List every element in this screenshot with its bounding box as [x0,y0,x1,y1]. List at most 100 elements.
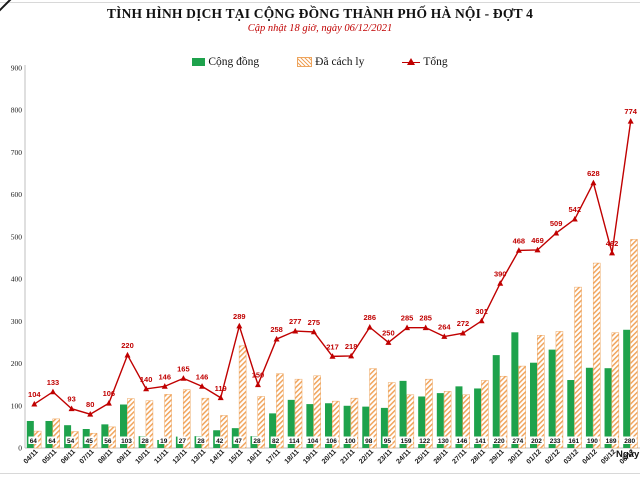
tong-value-label: 104 [28,390,41,399]
x-tick-label: 07/11 [79,448,96,465]
tong-value-label: 628 [587,169,600,178]
x-tick-label: 23/11 [377,448,394,465]
base-label-bg [177,436,188,444]
tong-value-label: 301 [475,307,488,316]
bar-da-cach-ly [238,345,247,449]
cong-dong-value-label: 114 [289,438,300,445]
orange-hatch-swatch-icon [297,57,313,67]
base-label-bg [196,436,206,444]
x-tick-label: 10/11 [134,448,151,465]
tong-value-label: 774 [624,107,637,116]
base-label-bg [455,436,469,444]
triangle-marker [422,324,429,331]
x-tick-label: 17/11 [265,448,282,465]
triangle-marker [590,179,597,186]
bar-cong-dong [306,404,314,448]
x-tick-label: 22/11 [358,448,375,465]
x-tick-label: 15/11 [228,448,245,465]
legend-label: Đã cách ly [315,56,365,68]
cong-dong-value-label: 98 [365,438,373,445]
tong-value-label: 140 [140,375,153,384]
bar-da-cach-ly [332,400,340,449]
base-label-bg [306,436,320,444]
bar-da-cach-ly [220,415,228,449]
bar-da-cach-ly [313,375,321,449]
bar-cong-dong [362,406,370,448]
x-tick-label: 06/11 [60,448,77,465]
bar-da-cach-ly [201,397,210,449]
triangle-marker [310,328,317,335]
x-tick-label: 19/11 [302,448,319,465]
bar-cong-dong [120,404,127,448]
tong-value-label: 285 [401,314,414,323]
bar-cong-dong [399,380,407,448]
bar-da-cach-ly [164,394,172,449]
cong-dong-value-label: 95 [384,438,392,445]
green-bar-swatch-icon [192,58,206,66]
bar-da-cach-ly [127,398,135,449]
tong-value-label: 133 [47,378,60,387]
bottom-border-line [0,473,640,474]
triangle-marker [441,333,448,339]
bar-da-cach-ly [574,286,582,449]
base-label-bg [102,436,113,444]
bar-da-cach-ly [257,396,266,449]
triangle-marker [217,394,224,401]
tong-value-label: 106 [103,389,116,398]
bar-cong-dong [380,407,388,448]
bar-cong-dong [436,393,444,448]
bar-da-cach-ly [369,368,377,449]
base-label-bg [65,436,76,444]
triangle-marker [329,353,336,359]
y-tick-label: 0 [18,444,22,453]
bar-da-cach-ly [387,382,396,449]
chart-legend: Cộng đồng Đã cách ly Tổng [0,56,640,68]
x-tick-label: 27/11 [451,448,468,465]
triangle-marker [105,400,112,406]
tong-value-label: 146 [159,372,172,381]
triangle-marker [292,327,299,334]
cong-dong-value-label: 161 [568,438,579,445]
bar-da-cach-ly [52,418,61,449]
bar-cong-dong [530,362,537,448]
triangle-marker [180,375,187,381]
bar-da-cach-ly [555,331,564,449]
cong-dong-value-label: 106 [326,438,337,445]
cong-dong-value-label: 104 [307,438,318,445]
cong-dong-value-label: 47 [235,438,243,445]
bar-cong-dong [325,403,332,448]
base-label-bg [363,436,374,444]
bar-da-cach-ly [481,380,489,449]
base-label-bg [511,436,525,444]
cong-dong-value-label: 103 [121,438,132,445]
bar-da-cach-ly [145,400,154,449]
tong-value-label: 275 [308,318,321,327]
cong-dong-value-label: 220 [494,438,505,445]
triangle-marker [49,388,56,395]
base-label-bg [566,436,581,444]
base-label-bg [604,436,618,444]
tong-value-label: 277 [289,317,302,326]
bar-cong-dong [623,329,631,448]
tong-value-label: 264 [438,323,451,332]
x-tick-label: 04/11 [23,448,40,465]
base-label-bg [28,436,39,444]
bar-da-cach-ly [518,365,526,449]
x-tick-label: 11/11 [153,448,170,465]
cong-dong-value-label: 82 [272,438,280,445]
x-tick-label: 16/11 [246,448,263,465]
triangle-marker [534,246,541,253]
x-tick-label: 13/11 [190,448,207,465]
y-tick-label: 300 [11,317,23,326]
x-tick-label: 26/11 [433,448,450,465]
triangle-marker [236,322,243,329]
y-tick-label: 800 [11,106,23,115]
triangle-marker [385,339,392,345]
cong-dong-value-label: 64 [30,438,38,445]
cong-dong-value-label: 130 [438,438,449,445]
triangle-marker [609,249,616,256]
triangle-marker [348,352,355,359]
bar-da-cach-ly [350,397,359,449]
bar-cong-dong [567,380,575,448]
